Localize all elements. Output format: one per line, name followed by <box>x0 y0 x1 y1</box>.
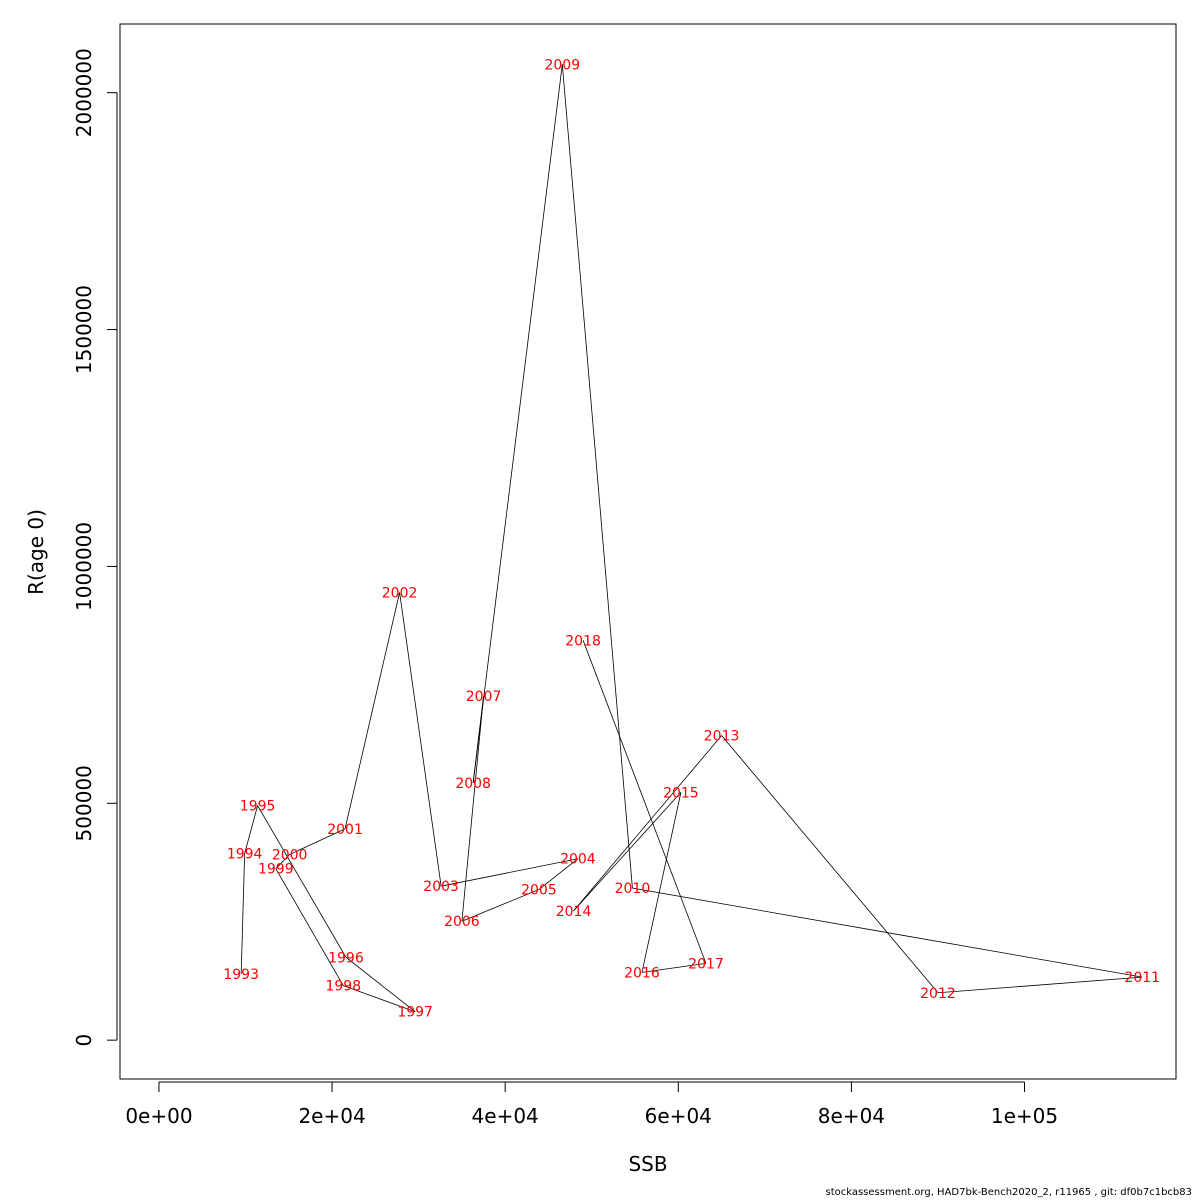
y-tick-label: 500000 <box>72 765 96 841</box>
x-tick-label: 4e+04 <box>472 1104 539 1128</box>
point-label-2001: 2001 <box>327 822 363 838</box>
footer-source: stockassessment.org, HAD7bk-Bench2020_2,… <box>825 1187 1192 1198</box>
point-label-2000: 2000 <box>272 847 308 863</box>
series-line <box>240 64 1143 1013</box>
y-tick-label: 0 <box>72 1034 96 1047</box>
line-segment-2005-2006 <box>461 889 540 922</box>
x-tick-label: 8e+04 <box>818 1104 885 1128</box>
point-label-2016: 2016 <box>624 965 660 981</box>
line-segment-2011-2012 <box>937 976 1143 994</box>
point-label-1999: 1999 <box>258 862 294 878</box>
point-label-2010: 2010 <box>615 881 651 897</box>
point-label-2012: 2012 <box>920 986 956 1002</box>
x-axis: 0e+00 2e+04 4e+04 6e+04 8e+04 1e+05 <box>125 1081 1058 1128</box>
y-tick-label: 1000000 <box>72 522 96 611</box>
point-label-1996: 1996 <box>328 950 364 966</box>
line-segment-2006-2007 <box>461 696 484 922</box>
line-segment-1999-2000 <box>275 854 290 869</box>
point-label-2002: 2002 <box>382 585 418 601</box>
point-label-2014: 2014 <box>556 904 592 920</box>
y-tick-label: 1500000 <box>72 285 96 374</box>
point-label-2011: 2011 <box>1124 970 1160 986</box>
point-label-2007: 2007 <box>466 689 502 705</box>
point-label-2009: 2009 <box>544 57 580 73</box>
line-segment-1994-1995 <box>244 805 259 854</box>
point-label-1993: 1993 <box>223 967 259 983</box>
line-segment-1993-1994 <box>240 853 246 974</box>
y-axis-label: R(age 0) <box>24 509 48 595</box>
point-label-2004: 2004 <box>560 852 596 868</box>
y-axis: 0 500000 1000000 1500000 2000000 <box>72 48 118 1047</box>
line-segment-2008-2009 <box>472 64 563 783</box>
line-segment-1998-1999 <box>275 868 344 986</box>
point-label-1998: 1998 <box>325 979 361 995</box>
x-tick-label: 1e+05 <box>991 1104 1058 1128</box>
line-segment-2015-2016 <box>641 792 682 973</box>
x-axis-label: SSB <box>628 1152 667 1176</box>
point-label-2008: 2008 <box>455 776 491 792</box>
plot-area-border <box>119 23 1177 1080</box>
line-segment-2002-2003 <box>399 592 442 887</box>
point-label-2018: 2018 <box>565 633 601 649</box>
point-label-2003: 2003 <box>423 879 459 895</box>
point-label-2005: 2005 <box>521 883 557 899</box>
x-tick-label: 0e+00 <box>125 1104 192 1128</box>
line-segment-2016-2017 <box>641 963 707 973</box>
line-segment-2003-2004 <box>441 858 578 887</box>
line-segment-2000-2001 <box>289 828 346 855</box>
line-segment-2004-2005 <box>538 858 579 890</box>
line-segment-2017-2018 <box>582 640 707 964</box>
line-segment-1997-1998 <box>343 985 416 1013</box>
line-segment-2012-2013 <box>721 735 939 994</box>
line-segment-2001-2002 <box>344 592 400 829</box>
point-label-2006: 2006 <box>444 914 480 930</box>
point-label-1995: 1995 <box>240 799 276 815</box>
line-segment-1995-1996 <box>257 805 347 958</box>
line-segment-2014-2015 <box>573 792 682 912</box>
line-segment-2013-2014 <box>573 735 722 912</box>
y-tick-label: 2000000 <box>72 48 96 137</box>
line-segment-1996-1997 <box>345 956 416 1013</box>
point-label-1997: 1997 <box>397 1005 433 1021</box>
point-label-2013: 2013 <box>704 729 740 745</box>
point-label-2017: 2017 <box>688 956 724 972</box>
line-segment-2009-2010 <box>561 64 633 889</box>
x-tick-label: 2e+04 <box>298 1104 365 1128</box>
x-tick-label: 6e+04 <box>645 1104 712 1128</box>
point-label-1994: 1994 <box>227 847 263 863</box>
point-label-2015: 2015 <box>663 785 699 801</box>
